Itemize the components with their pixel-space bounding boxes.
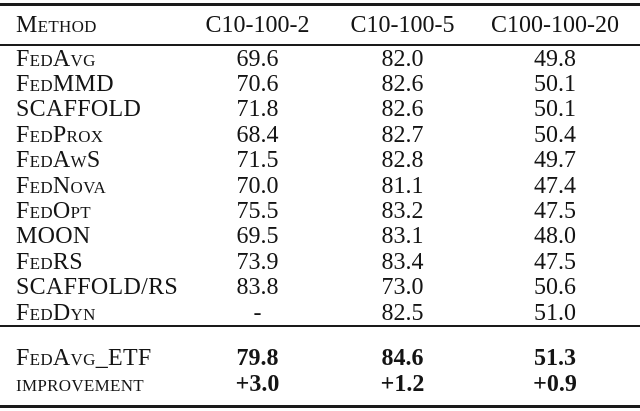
table-row: FedDyn - 82.5 51.0 xyxy=(0,300,640,325)
table-row-fedavg-etf: FedAvg_ETF 79.8 84.6 51.3 xyxy=(0,345,640,371)
method-cell: FedAvg xyxy=(16,45,96,72)
header-rule xyxy=(0,44,640,46)
column-header-c10-100-2: C10-100-2 xyxy=(205,12,310,38)
table-row: FedNova 70.0 81.1 47.4 xyxy=(0,173,640,198)
method-cell: improvement xyxy=(16,371,144,398)
table-row: FedRS 73.9 83.4 47.5 xyxy=(0,249,640,274)
value-cell: 70.6 xyxy=(236,71,279,98)
value-cell: 83.2 xyxy=(381,198,424,225)
method-cell: FedNova xyxy=(16,172,107,199)
value-cell: 69.5 xyxy=(236,223,279,250)
table-row: FedAvg 69.6 82.0 49.8 xyxy=(0,46,640,71)
value-cell: 50.1 xyxy=(534,71,576,98)
table-row: SCAFFOLD/RS 83.8 73.0 50.6 xyxy=(0,275,640,300)
value-cell: 83.4 xyxy=(381,248,424,275)
value-cell: 70.0 xyxy=(236,172,279,199)
value-cell: 51.3 xyxy=(534,345,576,372)
results-table-body: FedAvg 69.6 82.0 49.8 FedMMD 70.6 82.6 5… xyxy=(0,46,640,325)
value-cell: 47.5 xyxy=(534,248,576,275)
method-cell: FedMMD xyxy=(16,71,114,98)
table-row: SCAFFOLD 71.8 82.6 50.1 xyxy=(0,97,640,122)
value-cell: 75.5 xyxy=(236,198,279,225)
table-row: MOON 69.5 83.1 48.0 xyxy=(0,224,640,249)
value-cell: 82.8 xyxy=(381,147,424,174)
method-cell: FedAwS xyxy=(16,147,101,174)
value-cell: 48.0 xyxy=(534,223,576,250)
value-cell: +0.9 xyxy=(533,371,577,398)
value-cell: 73.9 xyxy=(236,248,279,275)
table-row-improvement: improvement +3.0 +1.2 +0.9 xyxy=(0,371,640,397)
value-cell: 71.5 xyxy=(236,147,279,174)
value-cell: 84.6 xyxy=(381,345,424,372)
results-table: Method C10-100-2 C10-100-5 C100-100-20 xyxy=(0,6,640,44)
table-row: FedProx 68.4 82.7 50.4 xyxy=(0,122,640,147)
value-cell: 47.4 xyxy=(534,172,576,199)
method-cell: FedOpt xyxy=(16,198,91,225)
value-cell: 83.8 xyxy=(236,274,279,301)
value-cell: +1.2 xyxy=(380,371,425,398)
table-row: FedAwS 71.5 82.8 49.7 xyxy=(0,148,640,173)
method-cell: FedProx xyxy=(16,121,104,148)
value-cell: 50.6 xyxy=(534,274,576,301)
summary-rows: FedAvg_ETF 79.8 84.6 51.3 improvement +3… xyxy=(0,345,640,397)
value-cell: 49.8 xyxy=(534,45,576,72)
value-cell: 51.0 xyxy=(534,299,576,326)
value-cell: 82.5 xyxy=(381,299,424,326)
top-rule xyxy=(0,3,640,6)
table-row: FedMMD 70.6 82.6 50.1 xyxy=(0,71,640,96)
column-header-c10-100-5: C10-100-5 xyxy=(350,12,455,38)
value-cell: 73.0 xyxy=(381,274,424,301)
value-cell: 82.6 xyxy=(381,71,424,98)
table-header: Method C10-100-2 C10-100-5 C100-100-20 xyxy=(0,6,640,44)
method-cell: SCAFFOLD/RS xyxy=(16,274,179,301)
value-cell: 47.5 xyxy=(534,198,576,225)
value-cell: 50.4 xyxy=(534,121,576,148)
value-cell: 50.1 xyxy=(534,96,576,123)
value-cell: 79.8 xyxy=(236,345,279,372)
method-cell: FedRS xyxy=(16,248,83,275)
value-cell: 81.1 xyxy=(381,172,424,199)
value-cell: 83.1 xyxy=(381,223,424,250)
value-cell: 71.8 xyxy=(236,96,279,123)
value-cell: 82.7 xyxy=(381,121,424,148)
value-cell: 82.6 xyxy=(381,96,424,123)
value-cell: 82.0 xyxy=(381,45,424,72)
method-cell: FedAvg_ETF xyxy=(16,345,152,372)
value-cell: 49.7 xyxy=(534,147,576,174)
method-cell: SCAFFOLD xyxy=(16,96,142,123)
column-header-method: Method xyxy=(16,12,97,38)
table-row: FedOpt 75.5 83.2 47.5 xyxy=(0,198,640,223)
method-cell: FedDyn xyxy=(16,299,96,326)
value-cell: +3.0 xyxy=(235,371,280,398)
column-header-c100-100-20: C100-100-20 xyxy=(491,12,619,38)
mid-rule xyxy=(0,325,640,328)
method-cell: MOON xyxy=(16,223,91,250)
results-table-figure: Method C10-100-2 C10-100-5 C100-100-20 F… xyxy=(0,3,640,411)
value-cell: 69.6 xyxy=(236,45,279,72)
value-cell: - xyxy=(253,299,262,326)
bottom-rule xyxy=(0,405,640,409)
value-cell: 68.4 xyxy=(236,121,279,148)
header-row: Method C10-100-2 C10-100-5 C100-100-20 xyxy=(0,6,640,44)
